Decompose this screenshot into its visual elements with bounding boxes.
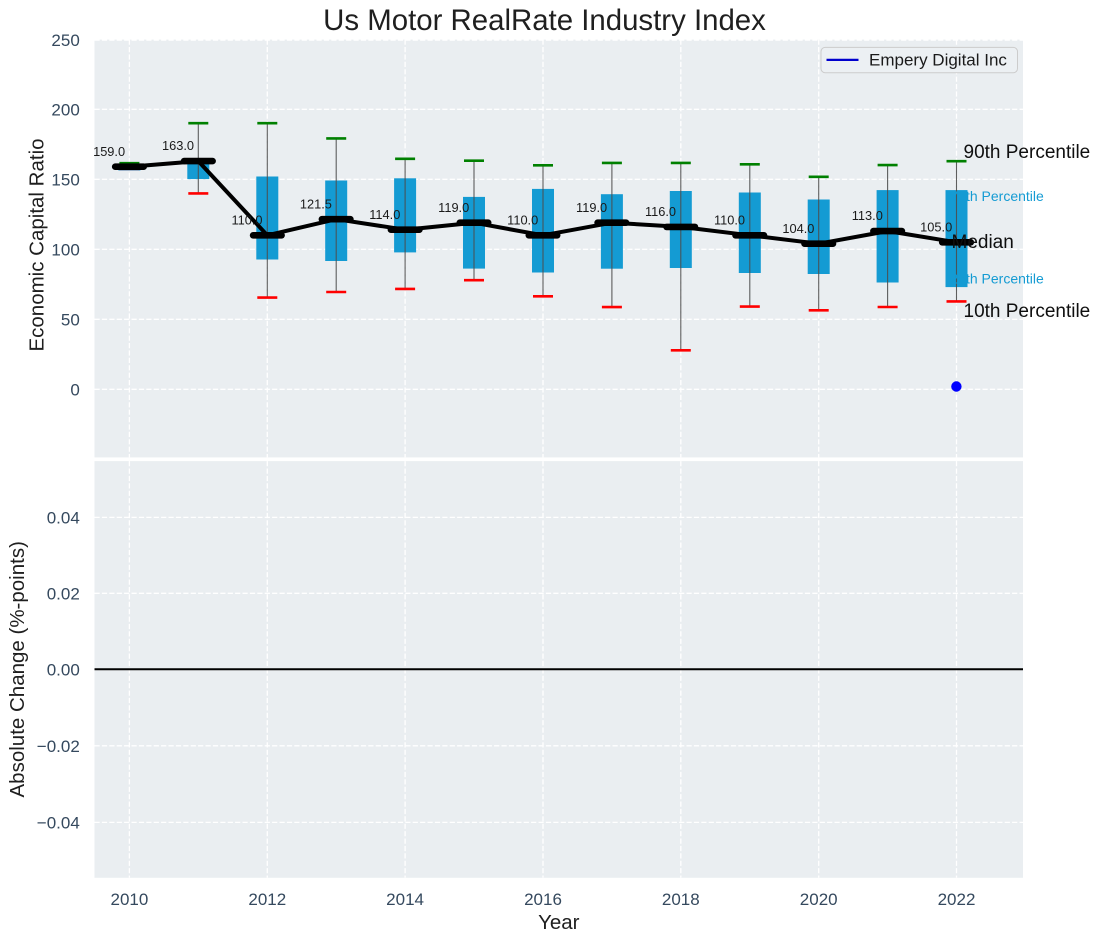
svg-text:119.0: 119.0: [576, 200, 607, 215]
svg-text:114.0: 114.0: [369, 207, 400, 222]
svg-text:−0.02: −0.02: [37, 737, 80, 756]
svg-text:50: 50: [61, 310, 80, 329]
svg-text:113.0: 113.0: [852, 208, 883, 223]
svg-text:Economic Capital Ratio: Economic Capital Ratio: [26, 138, 49, 351]
svg-text:200: 200: [51, 100, 79, 119]
svg-text:119.0: 119.0: [438, 200, 469, 215]
svg-text:121.5: 121.5: [300, 196, 332, 211]
svg-text:Absolute Change (%-points): Absolute Change (%-points): [6, 541, 29, 797]
svg-text:Year: Year: [538, 911, 580, 934]
svg-text:2018: 2018: [662, 890, 700, 909]
svg-text:116.0: 116.0: [645, 204, 676, 219]
svg-text:105.0: 105.0: [920, 220, 952, 235]
svg-text:0.00: 0.00: [47, 660, 80, 679]
svg-text:Us Motor RealRate Industry Ind: Us Motor RealRate Industry Index: [323, 4, 766, 37]
svg-text:−0.04: −0.04: [37, 814, 80, 833]
svg-text:163.0: 163.0: [162, 138, 194, 153]
svg-text:100: 100: [51, 240, 79, 259]
svg-text:110.0: 110.0: [714, 213, 745, 228]
svg-text:Empery Digital Inc: Empery Digital Inc: [869, 51, 1007, 70]
svg-text:0.02: 0.02: [47, 584, 80, 603]
svg-text:0: 0: [70, 380, 79, 399]
svg-text:90th Percentile: 90th Percentile: [964, 142, 1091, 163]
svg-text:Median: Median: [952, 232, 1014, 253]
svg-text:2010: 2010: [110, 890, 148, 909]
svg-text:104.0: 104.0: [782, 221, 814, 236]
svg-text:2012: 2012: [248, 890, 286, 909]
svg-text:75th Percentile: 75th Percentile: [950, 188, 1044, 204]
svg-text:159.0: 159.0: [93, 144, 125, 159]
svg-text:250: 250: [51, 31, 79, 50]
svg-text:150: 150: [51, 170, 79, 189]
svg-text:110.0: 110.0: [507, 213, 538, 228]
svg-text:2022: 2022: [938, 890, 976, 909]
svg-text:25th Percentile: 25th Percentile: [950, 271, 1044, 287]
svg-text:0.04: 0.04: [47, 509, 80, 528]
svg-text:2016: 2016: [524, 890, 562, 909]
svg-text:10th Percentile: 10th Percentile: [964, 301, 1091, 322]
svg-text:110.0: 110.0: [231, 213, 262, 228]
svg-text:2020: 2020: [800, 890, 838, 909]
svg-text:2014: 2014: [386, 890, 424, 909]
